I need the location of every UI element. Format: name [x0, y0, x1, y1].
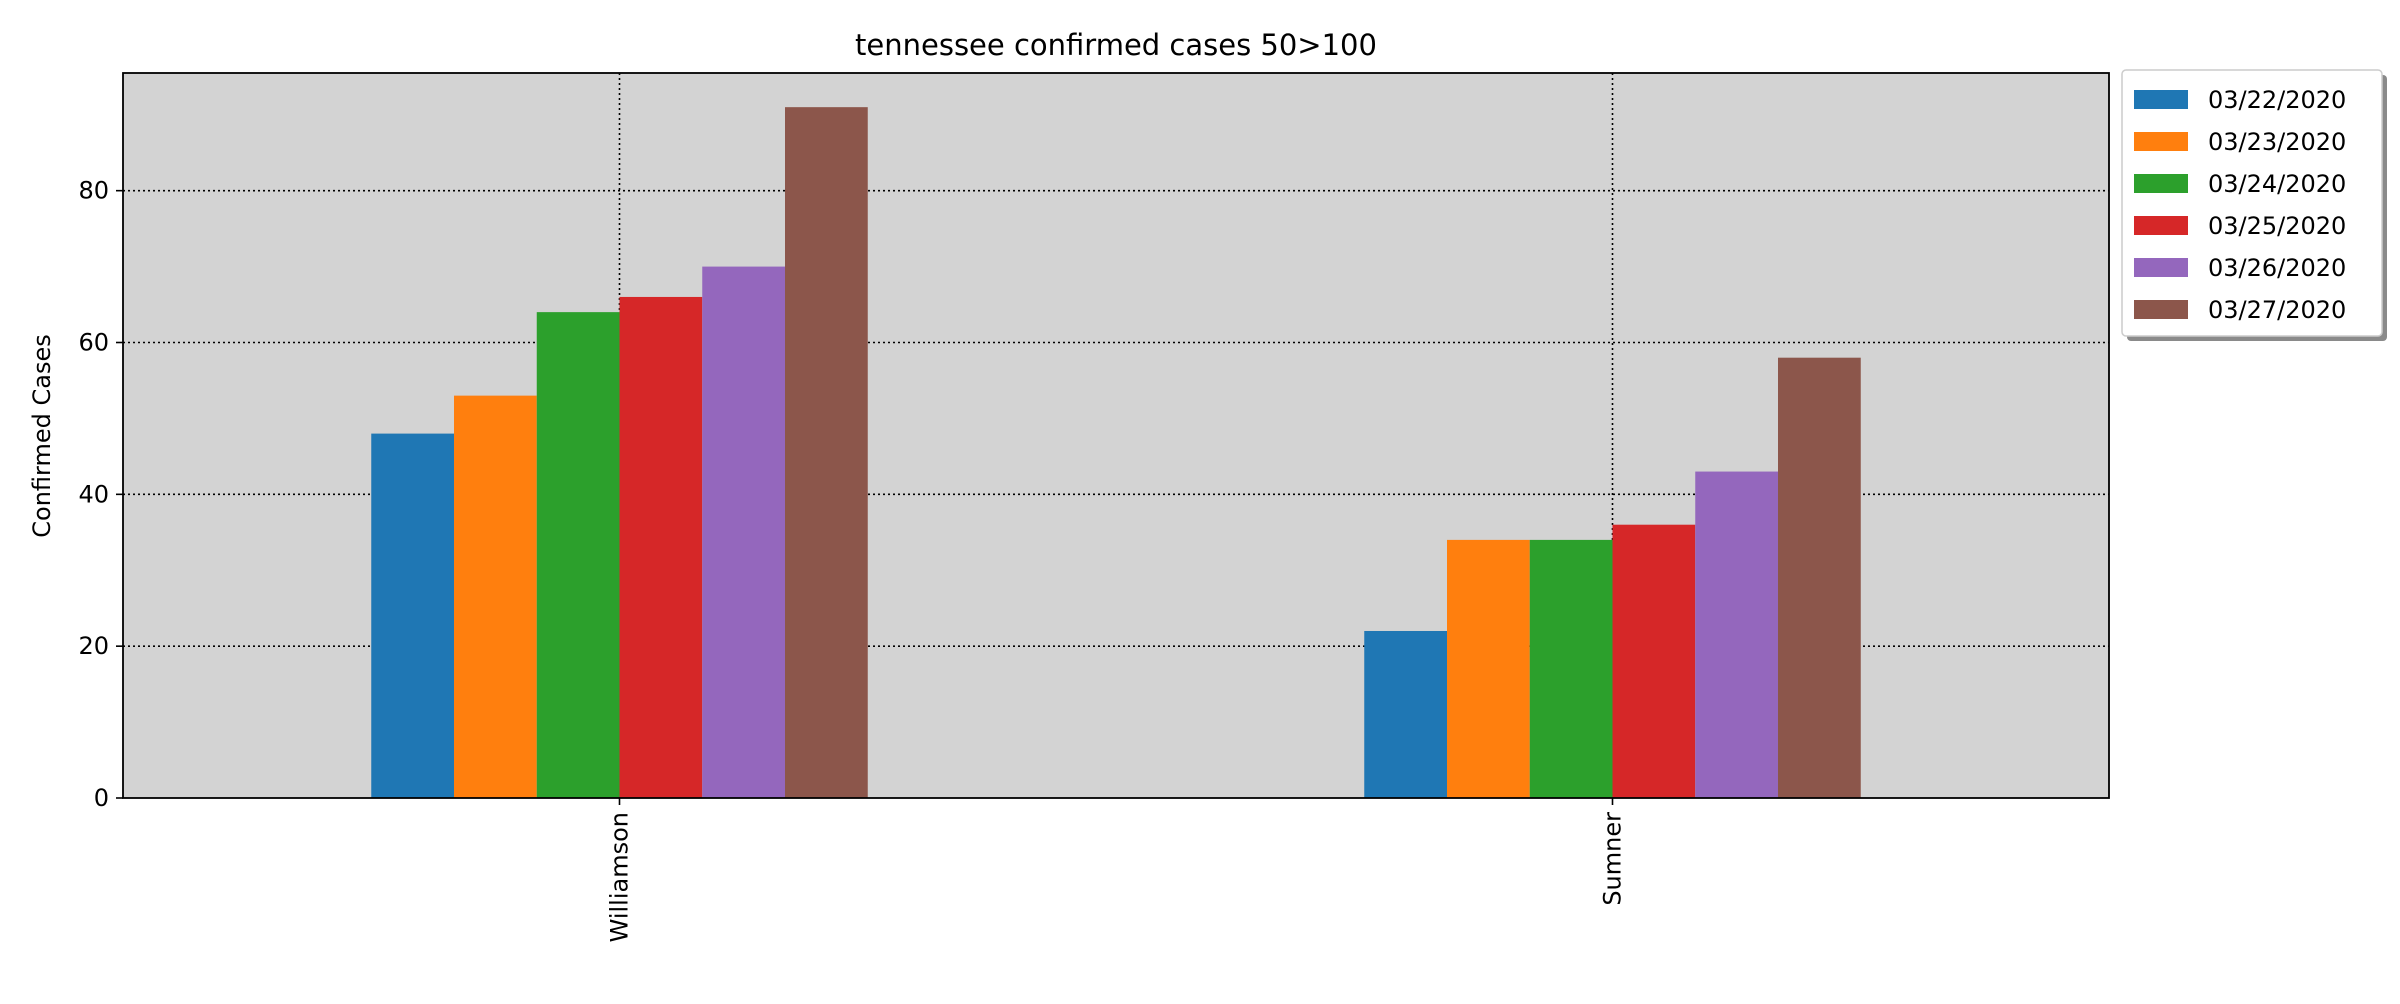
- legend-label: 03/22/2020: [2208, 86, 2346, 114]
- bar: [785, 107, 868, 799]
- bar: [1612, 524, 1696, 798]
- bar: [1364, 630, 1447, 798]
- bar: [1529, 539, 1613, 798]
- legend-label: 03/26/2020: [2208, 254, 2346, 282]
- ticks-layer: 0 20 40 60 80 Williamson Sumner: [78, 177, 1626, 943]
- legend-label: 03/24/2020: [2208, 170, 2346, 198]
- legend-label: 03/23/2020: [2208, 128, 2346, 156]
- legend-swatch: [2134, 90, 2188, 109]
- y-tick-label: 80: [78, 177, 109, 205]
- legend-label: 03/27/2020: [2208, 296, 2346, 324]
- legend-swatch: [2134, 174, 2188, 193]
- plot-frame: [122, 72, 2110, 799]
- bar: [1695, 471, 1778, 798]
- bar: [702, 266, 785, 798]
- bar: [1778, 357, 1861, 798]
- x-tick-label: Sumner: [1599, 812, 1627, 906]
- legend-swatch: [2134, 132, 2188, 151]
- bar: [454, 395, 537, 798]
- bar: [1447, 539, 1530, 798]
- chart-title: tennessee confirmed cases 50>100: [855, 28, 1377, 62]
- x-tick-label: Williamson: [606, 812, 634, 942]
- legend-swatch: [2134, 216, 2188, 235]
- legend-swatch: [2134, 258, 2188, 277]
- bar: [536, 312, 620, 798]
- legend-label: 03/25/2020: [2208, 212, 2346, 240]
- bar: [619, 296, 703, 798]
- y-tick-label: 0: [94, 784, 109, 812]
- legend-swatch: [2134, 300, 2188, 319]
- y-axis-label: Confirmed Cases: [28, 334, 56, 537]
- y-tick-label: 60: [78, 329, 109, 357]
- legend: 03/22/2020 03/23/2020 03/24/2020 03/25/2020…: [2121, 69, 2387, 341]
- bar: [371, 433, 454, 798]
- y-tick-label: 20: [78, 632, 109, 660]
- y-tick-label: 40: [78, 480, 109, 508]
- bars-layer: [371, 107, 1861, 799]
